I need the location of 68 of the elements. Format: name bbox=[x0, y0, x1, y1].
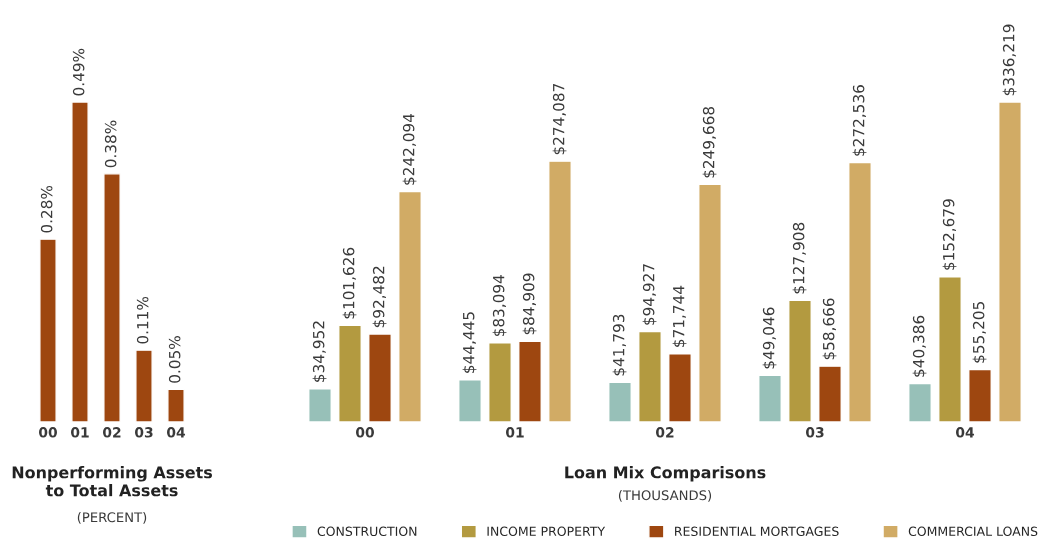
bar bbox=[608, 381, 632, 422]
bar bbox=[398, 190, 422, 422]
data-label: $152,679 bbox=[942, 199, 957, 270]
legend-label: RESIDENTIAL MORTGAGES bbox=[675, 526, 839, 537]
data-label: $55,205 bbox=[972, 302, 987, 363]
bar bbox=[103, 173, 121, 422]
text: (PERCENT) bbox=[77, 512, 147, 524]
data-label: $94,927 bbox=[642, 264, 657, 325]
legend-label: CONSTRUCTION bbox=[317, 526, 417, 537]
text: Nonperforming Assets to Total Assets bbox=[12, 466, 212, 497]
bar bbox=[668, 353, 692, 422]
x-tick-label: 02 bbox=[103, 427, 121, 438]
bar bbox=[308, 388, 332, 422]
bar bbox=[338, 324, 362, 422]
data-label: $92,482 bbox=[372, 266, 387, 328]
x-tick-label: 04 bbox=[956, 427, 975, 438]
bar bbox=[71, 101, 89, 422]
x-tick-label: 00 bbox=[39, 427, 57, 438]
data-label: 0.28% bbox=[40, 185, 53, 233]
bar bbox=[488, 342, 512, 422]
data-label: 0.05% bbox=[168, 336, 181, 383]
data-label: $44,445 bbox=[462, 312, 477, 373]
bar bbox=[368, 333, 392, 422]
data-label: $336,219 bbox=[1002, 24, 1017, 96]
bar bbox=[758, 374, 782, 422]
x-tick-label: 01 bbox=[71, 427, 89, 438]
data-label: 0.11% bbox=[136, 296, 149, 344]
bar bbox=[788, 299, 812, 422]
bar bbox=[548, 160, 572, 422]
bar bbox=[998, 101, 1022, 422]
data-label: 0.49% bbox=[72, 48, 85, 96]
data-label: $83,094 bbox=[492, 275, 507, 337]
bar bbox=[458, 379, 482, 422]
x-tick-label: 03 bbox=[135, 427, 153, 438]
bar bbox=[135, 349, 153, 422]
data-label: $101,626 bbox=[342, 247, 357, 319]
data-label: $40,386 bbox=[912, 315, 927, 377]
x-tick-label: 02 bbox=[656, 427, 674, 438]
data-label: $274,087 bbox=[552, 83, 567, 155]
bar bbox=[638, 330, 662, 422]
bar bbox=[167, 388, 185, 422]
bar bbox=[698, 183, 722, 422]
legend-label: COMMERCIAL LOANS bbox=[908, 526, 1038, 537]
text: (THOUSANDS) bbox=[618, 490, 712, 502]
data-label: $41,793 bbox=[612, 314, 627, 376]
data-label: $71,744 bbox=[672, 285, 687, 347]
x-tick-label: 00 bbox=[356, 427, 374, 438]
bar bbox=[39, 238, 57, 422]
legend-label: INCOME PROPERTY bbox=[487, 526, 606, 537]
data-label: $242,094 bbox=[402, 113, 417, 185]
data-label: 0.38% bbox=[104, 120, 117, 168]
data-label: $34,952 bbox=[312, 321, 327, 382]
data-label: $49,046 bbox=[762, 307, 777, 369]
x-tick-label: 03 bbox=[806, 427, 824, 438]
x-tick-label: 04 bbox=[167, 427, 186, 438]
text: Loan Mix Comparisons bbox=[565, 466, 766, 482]
bar bbox=[938, 275, 962, 422]
bar bbox=[848, 161, 872, 422]
data-label: $249,668 bbox=[702, 106, 717, 178]
data-label: $58,666 bbox=[822, 298, 837, 360]
data-label: $84,909 bbox=[522, 273, 537, 335]
bar bbox=[968, 368, 992, 422]
data-label: $127,908 bbox=[792, 222, 807, 294]
bar bbox=[908, 382, 932, 422]
bar bbox=[818, 365, 842, 422]
x-tick-label: 01 bbox=[506, 427, 524, 438]
bar bbox=[518, 340, 542, 422]
data-label: $272,536 bbox=[852, 85, 867, 156]
